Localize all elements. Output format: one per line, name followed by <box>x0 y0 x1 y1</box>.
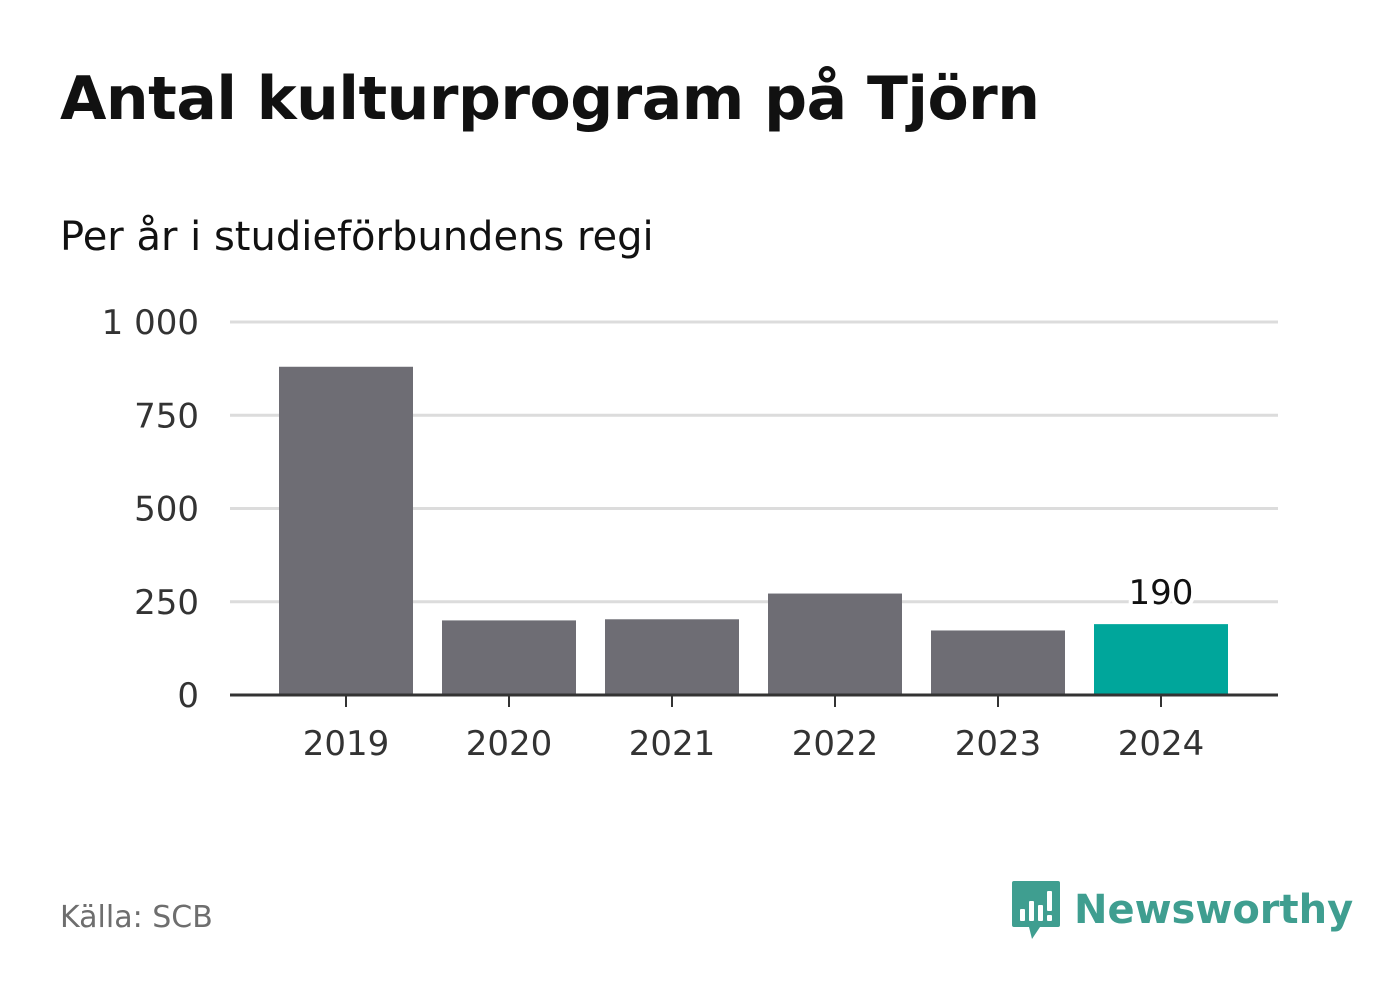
x-tick-label: 2020 <box>466 724 553 764</box>
y-tick-label: 1 000 <box>102 303 199 343</box>
bar-2021 <box>605 619 739 695</box>
chart-title: Antal kulturprogram på Tjörn <box>60 64 1040 134</box>
source-note: Källa: SCB <box>60 900 213 935</box>
newsworthy-logo: Newsworthy <box>1010 878 1353 942</box>
bars <box>279 366 1228 695</box>
brand-name: Newsworthy <box>1074 887 1354 933</box>
data-label: 190 <box>1129 573 1194 613</box>
chart-subtitle: Per år i studieförbundens regi <box>60 214 654 260</box>
x-tick-label: 2019 <box>303 724 390 764</box>
y-tick-label: 500 <box>134 490 199 530</box>
bar-2019 <box>279 366 413 695</box>
x-tick-label: 2022 <box>792 724 879 764</box>
x-tick-label: 2024 <box>1118 724 1205 764</box>
x-tick-label: 2023 <box>955 724 1042 764</box>
x-axis <box>230 693 1278 707</box>
y-tick-label: 0 <box>177 676 199 716</box>
y-axis-tick-labels: 0 250 500 750 1 000 <box>102 303 199 716</box>
newsworthy-chart-icon <box>1012 881 1060 939</box>
bar-2023 <box>931 630 1065 695</box>
y-tick-label: 750 <box>134 396 199 436</box>
bar-2022 <box>768 593 902 695</box>
bar-2020 <box>442 620 576 695</box>
bar-2024 <box>1094 624 1228 695</box>
data-label-halo: 190 <box>1129 573 1194 613</box>
y-tick-label: 250 <box>134 583 199 623</box>
x-axis-tick-labels: 2019 2020 2021 2022 2023 2024 <box>303 724 1205 764</box>
x-tick-label: 2021 <box>629 724 716 764</box>
